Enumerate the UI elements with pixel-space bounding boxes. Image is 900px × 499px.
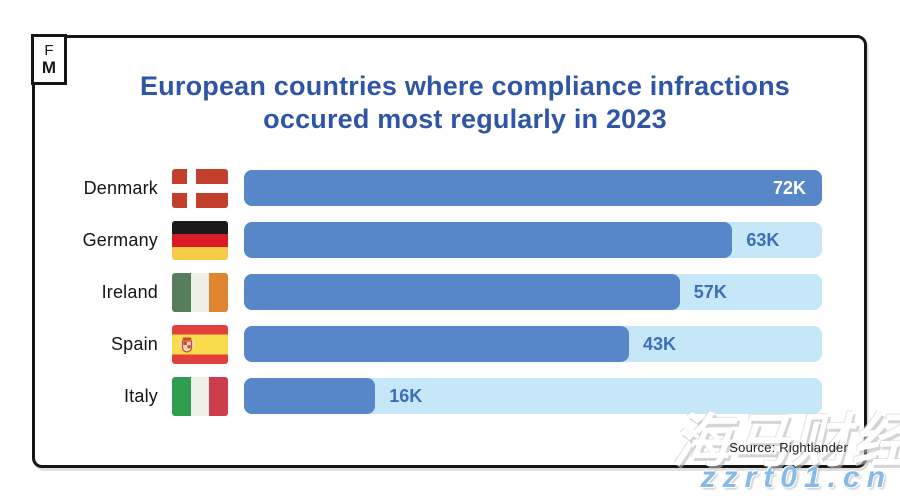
bar-row: Spain 43K: [40, 324, 822, 364]
bar-track: 57K: [244, 274, 822, 310]
germany-flag-icon: [172, 220, 228, 260]
chinese-watermark: 海马财经: [671, 409, 900, 474]
country-label: Italy: [123, 385, 158, 406]
chart-title: European countries where compliance infr…: [30, 70, 900, 136]
fm-logo-letter-m: M: [41, 58, 57, 77]
bar-value-label: 57K: [693, 282, 727, 302]
bar-track: 63K: [244, 222, 822, 258]
country-label: Ireland: [101, 281, 158, 302]
bar-fill: [244, 222, 733, 258]
bar-rows: Denmark 72K Germany 63K Ireland 57K Spai…: [40, 168, 822, 416]
bar-value-label: 72K: [772, 178, 806, 198]
chart-title-line1: European countries where compliance infr…: [139, 71, 791, 101]
bar-fill: [244, 170, 822, 206]
bar-fill: [244, 378, 376, 414]
border-frame: [32, 35, 867, 468]
bar-track: 43K: [244, 326, 822, 362]
bar-track: 16K: [244, 378, 822, 414]
ireland-flag-icon: [172, 272, 228, 312]
source-credit: Source: Rightlander: [729, 440, 848, 455]
denmark-flag-icon: [172, 168, 228, 208]
country-label: Denmark: [83, 177, 158, 198]
country-label: Germany: [82, 229, 158, 250]
country-label: Spain: [110, 333, 158, 354]
italy-flag-icon: [172, 376, 228, 416]
bar-row: Germany 63K: [40, 220, 822, 260]
fm-logo: F M: [31, 34, 67, 85]
spain-flag-icon: [172, 324, 228, 364]
url-watermark: zzrt01.cn: [700, 461, 892, 494]
bar-value-label: 16K: [389, 386, 423, 406]
bar-fill: [244, 274, 680, 310]
fm-logo-letter-f: F: [44, 42, 54, 59]
bar-chart: Denmark 72K Germany 63K Ireland 57K Spai…: [40, 168, 822, 428]
bar-fill: [244, 326, 629, 362]
bar-track: 72K: [244, 170, 822, 206]
bar-row: Italy 16K: [40, 376, 822, 416]
bar-value-label: 43K: [642, 334, 676, 354]
bar-row: Ireland 57K: [40, 272, 822, 312]
chart-title-line2: occured most regularly in 2023: [263, 104, 667, 134]
bar-row: Denmark 72K: [40, 168, 822, 208]
bar-value-label: 63K: [746, 230, 780, 250]
